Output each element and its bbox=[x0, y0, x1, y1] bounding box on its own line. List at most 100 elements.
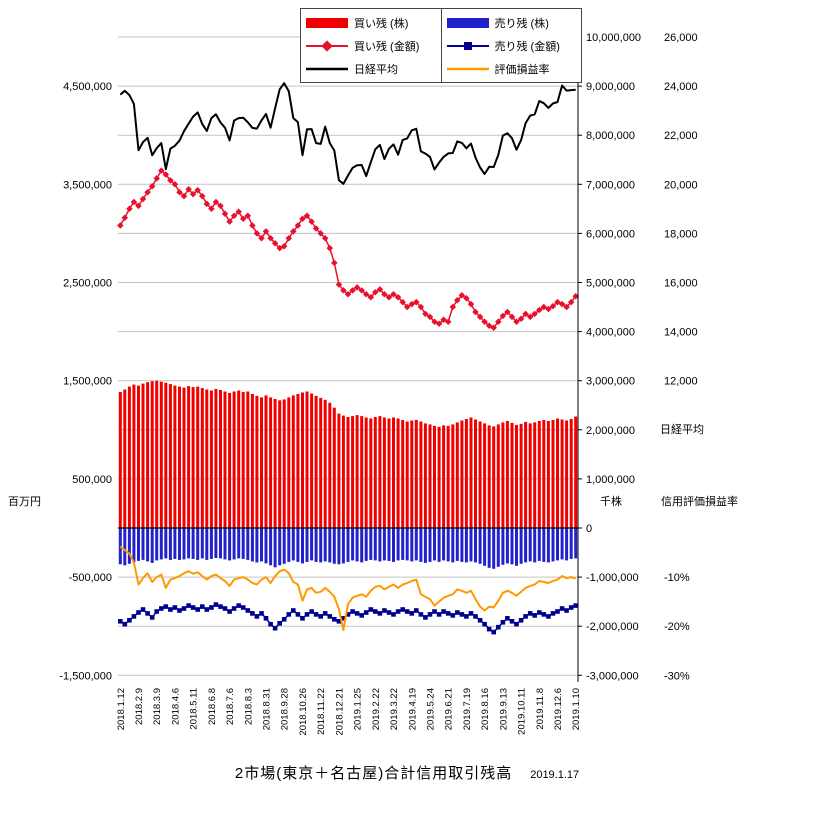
bar bbox=[437, 426, 441, 528]
square-marker bbox=[523, 614, 528, 619]
line-series-buy_amount bbox=[119, 169, 577, 329]
bar bbox=[474, 528, 477, 563]
square-marker bbox=[505, 616, 510, 621]
bar bbox=[414, 528, 418, 561]
square-marker bbox=[300, 616, 305, 621]
bar bbox=[287, 397, 291, 528]
bar bbox=[346, 528, 350, 562]
bar bbox=[556, 418, 559, 528]
diamond-marker bbox=[385, 293, 393, 301]
x-axis-date-label: 2019.9.13 bbox=[498, 688, 509, 730]
bar bbox=[460, 528, 464, 562]
square-marker bbox=[491, 629, 496, 635]
square-marker bbox=[272, 625, 278, 631]
square-marker bbox=[555, 609, 560, 614]
square-marker bbox=[131, 614, 137, 619]
bar bbox=[560, 528, 564, 560]
bar bbox=[264, 395, 268, 528]
bar bbox=[123, 389, 127, 528]
bar bbox=[291, 528, 295, 561]
bar bbox=[451, 424, 455, 528]
bar bbox=[159, 381, 163, 528]
bar bbox=[141, 528, 145, 560]
bar bbox=[150, 381, 154, 528]
square-marker bbox=[136, 610, 141, 615]
bar bbox=[264, 528, 268, 564]
bar bbox=[464, 419, 468, 528]
square-marker bbox=[259, 611, 264, 616]
line-swatch-icon bbox=[446, 67, 489, 70]
bar bbox=[187, 386, 191, 528]
square-marker bbox=[322, 611, 328, 616]
square-marker bbox=[532, 613, 537, 618]
chart-title: 2市場(東京＋名古屋)合計信用取引残高 bbox=[234, 765, 513, 782]
left-axis-tick-label: 3,500,000 bbox=[63, 179, 112, 191]
pct-axis-tick-label: -10% bbox=[664, 572, 690, 584]
x-axis-date-label: 2019.1.10 bbox=[571, 688, 582, 730]
bar bbox=[182, 387, 186, 528]
diamond-marker bbox=[262, 228, 270, 235]
bar bbox=[282, 528, 286, 564]
bar bbox=[392, 528, 395, 562]
square-marker bbox=[318, 614, 323, 619]
diamond-marker bbox=[353, 284, 361, 291]
bar bbox=[214, 528, 218, 558]
bar bbox=[273, 528, 277, 568]
x-axis-date-label: 2019.6.21 bbox=[444, 688, 455, 730]
x-axis-date-label: 2019.12.6 bbox=[553, 688, 564, 730]
chart-legend: 買い残 (株) 買い残 (金額) 日経平均 売り残 (株) 売り残 (金額) 評… bbox=[300, 8, 582, 83]
diamond-marker bbox=[148, 183, 156, 190]
bar bbox=[209, 390, 213, 528]
square-marker bbox=[541, 612, 547, 617]
square-marker bbox=[263, 616, 269, 621]
legend-item-buy-shares: 買い残 (株) bbox=[304, 11, 438, 34]
square-marker bbox=[222, 606, 228, 611]
diamond-marker bbox=[208, 205, 215, 213]
diamond-marker bbox=[176, 188, 183, 196]
diamond-marker bbox=[249, 222, 256, 229]
bar bbox=[228, 393, 232, 528]
diamond-marker bbox=[226, 218, 233, 225]
bar bbox=[437, 528, 441, 562]
diamond-marker bbox=[294, 222, 302, 229]
diamond-marker bbox=[454, 296, 461, 304]
diamond-marker bbox=[126, 205, 133, 213]
legend-label-sell-shares: 売り残 (株) bbox=[494, 17, 549, 30]
bar bbox=[496, 528, 500, 567]
line-series-nikkei bbox=[119, 82, 576, 185]
diamond-marker bbox=[499, 312, 507, 320]
bar bbox=[474, 419, 477, 528]
square-marker bbox=[423, 615, 428, 620]
x-axis-date-label: 2019.8.16 bbox=[480, 688, 491, 730]
diamond-marker bbox=[481, 318, 488, 326]
bar bbox=[269, 528, 273, 566]
square-marker bbox=[327, 614, 333, 619]
square-marker bbox=[546, 614, 551, 619]
bar bbox=[127, 386, 131, 528]
bar bbox=[164, 382, 168, 528]
bar bbox=[524, 528, 528, 563]
bar bbox=[515, 528, 518, 566]
diamond-marker bbox=[399, 298, 406, 306]
bar bbox=[569, 419, 573, 528]
diamond-marker bbox=[212, 198, 220, 206]
shares-axis-tick-label: 9,000,000 bbox=[586, 81, 635, 93]
bar bbox=[410, 528, 414, 562]
diamond-marker bbox=[303, 212, 311, 219]
bar bbox=[369, 418, 373, 528]
bar bbox=[565, 528, 569, 561]
square-marker bbox=[559, 606, 565, 611]
diamond-marker bbox=[271, 239, 279, 247]
bar bbox=[123, 528, 127, 566]
bar bbox=[155, 380, 159, 528]
square-marker bbox=[486, 626, 492, 632]
left-axis-tick-label: 4,500,000 bbox=[63, 81, 112, 93]
diamond-marker bbox=[162, 171, 170, 178]
bar bbox=[469, 417, 473, 528]
diamond-marker bbox=[180, 192, 188, 200]
bar bbox=[219, 390, 222, 528]
bar bbox=[341, 528, 345, 564]
bar bbox=[569, 528, 573, 559]
marker-series-sell_amount bbox=[118, 602, 578, 635]
diamond-marker bbox=[390, 291, 397, 298]
